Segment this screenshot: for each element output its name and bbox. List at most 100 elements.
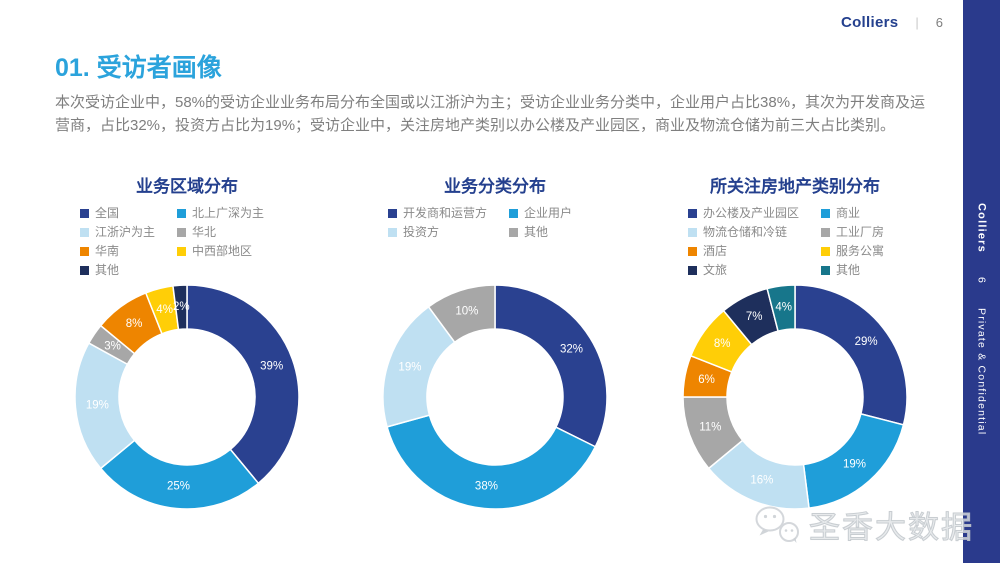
donut-chart: 29% 19% 16% 11% 6% 8% 7% 4% bbox=[682, 284, 908, 510]
chart-title: 业务分类分布 bbox=[444, 177, 546, 196]
sidebar-page-number: 6 bbox=[975, 276, 988, 284]
legend-label: 工业厂房 bbox=[836, 225, 885, 239]
legend-label: 企业用户 bbox=[524, 206, 573, 220]
donut-slice bbox=[766, 284, 796, 332]
legend-swatch bbox=[177, 247, 187, 256]
legend-swatch bbox=[821, 228, 831, 237]
legend-label: 华南 bbox=[95, 244, 120, 258]
page-number: 6 bbox=[935, 15, 943, 30]
donut-slice bbox=[427, 284, 496, 343]
legend-label: 其他 bbox=[95, 263, 120, 277]
slice-label: 3% bbox=[104, 340, 121, 352]
donut-slice bbox=[494, 284, 608, 448]
legend-swatch bbox=[177, 228, 187, 237]
legend-item: 开发商和运营方 bbox=[388, 206, 487, 221]
donut-slice bbox=[794, 284, 908, 426]
legend-label: 服务公寓 bbox=[836, 244, 885, 258]
sidebar: Colliers 6 Private & Confidential bbox=[963, 0, 1000, 563]
legend-label: 投资方 bbox=[403, 225, 440, 239]
legend-item: 全国 bbox=[80, 206, 155, 221]
legend-swatch bbox=[821, 247, 831, 256]
chart-legend: 全国 北上广深为主江浙沪为主 华北华南 中西部地区其他 bbox=[58, 206, 316, 278]
legend-label: 华北 bbox=[192, 225, 217, 239]
donut-chart: 39% 25% 19% 3% 8% 4% 2% bbox=[74, 284, 300, 510]
chart-legend: 开发商和运营方 企业用户投资方 其他 bbox=[366, 206, 624, 278]
legend-swatch bbox=[80, 228, 89, 237]
legend-item: 华北 bbox=[177, 225, 264, 240]
legend-item: 物流仓储和冷链 bbox=[688, 225, 799, 240]
slice-label: 4% bbox=[775, 302, 792, 314]
watermark-text: 圣香大数据 bbox=[809, 510, 974, 546]
slice-label: 2% bbox=[173, 301, 190, 313]
legend-swatch bbox=[821, 266, 831, 275]
slice-label: 8% bbox=[126, 318, 143, 330]
donut-wrap: 39% 25% 19% 3% 8% 4% 2% bbox=[58, 282, 316, 512]
legend-label: 物流仓储和冷链 bbox=[703, 225, 788, 239]
header: Colliers | 6 bbox=[841, 14, 943, 31]
chart-business-category: 业务分类分布 开发商和运营方 企业用户投资方 其他 32% 38% 19% 10% bbox=[366, 172, 624, 512]
legend-item: 工业厂房 bbox=[821, 225, 884, 240]
legend-label: 江浙沪为主 bbox=[95, 225, 156, 239]
donut-slice bbox=[172, 284, 188, 331]
legend-label: 北上广深为主 bbox=[192, 206, 265, 220]
header-divider: | bbox=[915, 15, 919, 30]
slice-label: 7% bbox=[746, 311, 763, 323]
slice-label: 16% bbox=[750, 475, 773, 487]
legend-label: 全国 bbox=[95, 206, 120, 220]
slice-label: 19% bbox=[398, 362, 421, 374]
slice-label: 4% bbox=[156, 304, 173, 316]
chart-legend: 办公楼及产业园区 商业物流仓储和冷链 工业厂房酒店 服务公寓文旅 其他 bbox=[666, 206, 924, 278]
legend-item: 其他 bbox=[80, 263, 155, 278]
legend-label: 文旅 bbox=[703, 263, 728, 277]
legend-item: 文旅 bbox=[688, 263, 799, 278]
donut-chart: 32% 38% 19% 10% bbox=[382, 284, 608, 510]
legend-swatch bbox=[688, 266, 697, 275]
legend-swatch bbox=[688, 247, 697, 256]
sidebar-content: Colliers 6 Private & Confidential bbox=[963, 0, 1000, 435]
slice-label: 29% bbox=[855, 336, 878, 348]
intro-paragraph: 本次受访企业中，58%的受访企业业务布局分布全国或以江浙沪为主；受访企业业务分类… bbox=[55, 94, 926, 134]
page-title: 01. 受访者画像 bbox=[55, 54, 222, 82]
legend-item: 投资方 bbox=[388, 225, 487, 240]
legend-swatch bbox=[509, 209, 519, 218]
slice-label: 19% bbox=[86, 399, 109, 411]
slice-label: 11% bbox=[699, 421, 721, 433]
legend-swatch bbox=[388, 209, 397, 218]
legend-label: 其他 bbox=[524, 225, 549, 239]
slice-label: 32% bbox=[560, 344, 583, 356]
slice-label: 6% bbox=[698, 374, 715, 386]
donut-wrap: 32% 38% 19% 10% bbox=[366, 282, 624, 512]
legend-item: 北上广深为主 bbox=[177, 206, 264, 221]
legend-swatch bbox=[80, 209, 89, 218]
chart-property-type: 所关注房地产类别分布 办公楼及产业园区 商业物流仓储和冷链 工业厂房酒店 服务公寓文旅… bbox=[666, 172, 924, 512]
donut-wrap: 29% 19% 16% 11% 6% 8% 7% 4% bbox=[666, 282, 924, 512]
watermark: 圣香大数据 bbox=[751, 502, 974, 547]
legend-item: 中西部地区 bbox=[177, 244, 264, 259]
legend-swatch bbox=[688, 209, 697, 218]
legend-item: 酒店 bbox=[688, 244, 799, 259]
legend-swatch bbox=[688, 228, 697, 237]
legend-label: 开发商和运营方 bbox=[403, 206, 488, 220]
donut-slice bbox=[386, 414, 597, 510]
slice-label: 8% bbox=[714, 338, 731, 350]
legend-label: 办公楼及产业园区 bbox=[703, 206, 800, 220]
legend-label: 中西部地区 bbox=[192, 244, 253, 258]
legend-item: 华南 bbox=[80, 244, 155, 259]
legend-label: 酒店 bbox=[703, 244, 728, 258]
slice-label: 10% bbox=[455, 305, 478, 317]
legend-item: 商业 bbox=[821, 206, 884, 221]
colliers-logo: Colliers bbox=[840, 14, 899, 31]
chart-title: 业务区域分布 bbox=[136, 177, 238, 196]
chart-title: 所关注房地产类别分布 bbox=[710, 177, 880, 196]
legend-label: 其他 bbox=[836, 263, 861, 277]
legend-swatch bbox=[80, 266, 89, 275]
legend-swatch bbox=[821, 209, 831, 218]
legend-swatch bbox=[509, 228, 519, 237]
legend-swatch bbox=[80, 247, 89, 256]
donut-slice bbox=[186, 284, 300, 485]
legend-item: 江浙沪为主 bbox=[80, 225, 155, 240]
slice-label: 38% bbox=[475, 481, 498, 493]
legend-item: 企业用户 bbox=[509, 206, 572, 221]
legend-swatch bbox=[388, 228, 397, 237]
